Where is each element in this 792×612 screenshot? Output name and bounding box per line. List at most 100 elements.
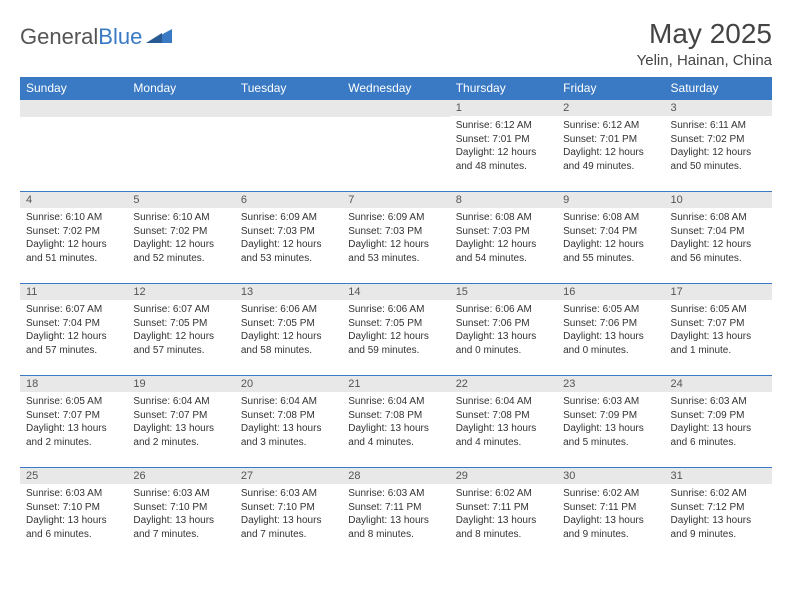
day-number: 29 <box>450 468 557 484</box>
day-number: 26 <box>127 468 234 484</box>
day-details: Sunrise: 6:04 AMSunset: 7:08 PMDaylight:… <box>235 392 342 452</box>
day-details: Sunrise: 6:05 AMSunset: 7:07 PMDaylight:… <box>665 300 772 360</box>
day-number: 25 <box>20 468 127 484</box>
day-line-ss: Sunset: 7:05 PM <box>241 317 336 331</box>
day-line-ss: Sunset: 7:02 PM <box>133 225 228 239</box>
day-line-ss: Sunset: 7:07 PM <box>26 409 121 423</box>
calendar-cell: 8Sunrise: 6:08 AMSunset: 7:03 PMDaylight… <box>450 192 557 284</box>
day-details: Sunrise: 6:06 AMSunset: 7:05 PMDaylight:… <box>342 300 449 360</box>
calendar-cell: 11Sunrise: 6:07 AMSunset: 7:04 PMDayligh… <box>20 284 127 376</box>
day-line-d2: and 7 minutes. <box>133 528 228 542</box>
day-details: Sunrise: 6:10 AMSunset: 7:02 PMDaylight:… <box>127 208 234 268</box>
day-line-d1: Daylight: 13 hours <box>563 422 658 436</box>
day-number: 22 <box>450 376 557 392</box>
day-line-ss: Sunset: 7:09 PM <box>563 409 658 423</box>
day-line-d2: and 6 minutes. <box>671 436 766 450</box>
calendar-week: 25 Sunrise: 6:03 AMSunset: 7:10 PMDayligh… <box>20 468 772 560</box>
day-line-sr: Sunrise: 6:02 AM <box>563 487 658 501</box>
calendar-cell: 18Sunrise: 6:05 AMSunset: 7:07 PMDayligh… <box>20 376 127 468</box>
day-number: 13 <box>235 284 342 300</box>
day-line-ss: Sunset: 7:11 PM <box>348 501 443 515</box>
calendar-cell: 16Sunrise: 6:05 AMSunset: 7:06 PMDayligh… <box>557 284 664 376</box>
day-number-empty <box>20 100 127 117</box>
day-number: 30 <box>557 468 664 484</box>
day-line-d2: and 55 minutes. <box>563 252 658 266</box>
day-line-d1: Daylight: 12 hours <box>241 330 336 344</box>
day-line-d2: and 59 minutes. <box>348 344 443 358</box>
day-number: 2 <box>557 100 664 116</box>
calendar-cell: 26Sunrise: 6:03 AMSunset: 7:10 PMDayligh… <box>127 468 234 560</box>
day-details: Sunrise: 6:08 AMSunset: 7:04 PMDaylight:… <box>557 208 664 268</box>
calendar-cell: 28Sunrise: 6:03 AMSunset: 7:11 PMDayligh… <box>342 468 449 560</box>
day-line-sr: Sunrise: 6:04 AM <box>456 395 551 409</box>
day-line-sr: Sunrise: 6:06 AM <box>241 303 336 317</box>
calendar-cell: 2Sunrise: 6:12 AMSunset: 7:01 PMDaylight… <box>557 100 664 192</box>
day-line-d1: Daylight: 13 hours <box>26 514 121 528</box>
day-details: Sunrise: 6:09 AMSunset: 7:03 PMDaylight:… <box>342 208 449 268</box>
day-details: Sunrise: 6:05 AMSunset: 7:07 PMDaylight:… <box>20 392 127 452</box>
day-line-sr: Sunrise: 6:04 AM <box>133 395 228 409</box>
calendar-cell: 6Sunrise: 6:09 AMSunset: 7:03 PMDaylight… <box>235 192 342 284</box>
day-line-ss: Sunset: 7:05 PM <box>348 317 443 331</box>
calendar-cell: 27Sunrise: 6:03 AMSunset: 7:10 PMDayligh… <box>235 468 342 560</box>
day-line-d1: Daylight: 13 hours <box>671 330 766 344</box>
day-details: Sunrise: 6:08 AMSunset: 7:04 PMDaylight:… <box>665 208 772 268</box>
day-line-d2: and 3 minutes. <box>241 436 336 450</box>
calendar-cell: 14Sunrise: 6:06 AMSunset: 7:05 PMDayligh… <box>342 284 449 376</box>
calendar-cell: 24Sunrise: 6:03 AMSunset: 7:09 PMDayligh… <box>665 376 772 468</box>
day-number: 3 <box>665 100 772 116</box>
calendar-cell: 30Sunrise: 6:02 AMSunset: 7:11 PMDayligh… <box>557 468 664 560</box>
day-details: Sunrise: 6:03 AMSunset: 7:10 PMDaylight:… <box>235 484 342 544</box>
day-line-d2: and 2 minutes. <box>133 436 228 450</box>
day-number: 18 <box>20 376 127 392</box>
day-number: 21 <box>342 376 449 392</box>
day-line-d2: and 4 minutes. <box>456 436 551 450</box>
day-number: 8 <box>450 192 557 208</box>
logo-text: GeneralBlue <box>20 24 142 50</box>
day-line-d1: Daylight: 12 hours <box>133 330 228 344</box>
day-line-sr: Sunrise: 6:07 AM <box>26 303 121 317</box>
day-line-sr: Sunrise: 6:05 AM <box>26 395 121 409</box>
calendar-cell: 21Sunrise: 6:04 AMSunset: 7:08 PMDayligh… <box>342 376 449 468</box>
calendar-cell: 17Sunrise: 6:05 AMSunset: 7:07 PMDayligh… <box>665 284 772 376</box>
day-details: Sunrise: 6:04 AMSunset: 7:08 PMDaylight:… <box>342 392 449 452</box>
day-line-ss: Sunset: 7:02 PM <box>671 133 766 147</box>
day-line-d1: Daylight: 12 hours <box>563 238 658 252</box>
calendar-cell: 10Sunrise: 6:08 AMSunset: 7:04 PMDayligh… <box>665 192 772 284</box>
day-line-d2: and 54 minutes. <box>456 252 551 266</box>
calendar-cell: 19Sunrise: 6:04 AMSunset: 7:07 PMDayligh… <box>127 376 234 468</box>
day-line-d2: and 8 minutes. <box>456 528 551 542</box>
day-details: Sunrise: 6:12 AMSunset: 7:01 PMDaylight:… <box>450 116 557 176</box>
day-line-d2: and 7 minutes. <box>241 528 336 542</box>
calendar-cell: 31Sunrise: 6:02 AMSunset: 7:12 PMDayligh… <box>665 468 772 560</box>
day-details: Sunrise: 6:11 AMSunset: 7:02 PMDaylight:… <box>665 116 772 176</box>
day-line-d1: Daylight: 12 hours <box>241 238 336 252</box>
day-details: Sunrise: 6:02 AMSunset: 7:12 PMDaylight:… <box>665 484 772 544</box>
day-line-sr: Sunrise: 6:03 AM <box>563 395 658 409</box>
calendar-cell: 4Sunrise: 6:10 AMSunset: 7:02 PMDaylight… <box>20 192 127 284</box>
day-line-ss: Sunset: 7:06 PM <box>456 317 551 331</box>
day-line-ss: Sunset: 7:08 PM <box>241 409 336 423</box>
day-line-sr: Sunrise: 6:02 AM <box>456 487 551 501</box>
day-line-ss: Sunset: 7:05 PM <box>133 317 228 331</box>
day-line-sr: Sunrise: 6:06 AM <box>348 303 443 317</box>
day-line-d1: Daylight: 13 hours <box>133 422 228 436</box>
day-line-d2: and 52 minutes. <box>133 252 228 266</box>
day-line-ss: Sunset: 7:04 PM <box>671 225 766 239</box>
header: GeneralBlue May 2025 Yelin, Hainan, Chin… <box>20 18 772 69</box>
day-details: Sunrise: 6:07 AMSunset: 7:05 PMDaylight:… <box>127 300 234 360</box>
title-block: May 2025 Yelin, Hainan, China <box>637 18 772 69</box>
day-line-d1: Daylight: 13 hours <box>26 422 121 436</box>
weekday-header: Wednesday <box>342 77 449 100</box>
calendar-cell: 9Sunrise: 6:08 AMSunset: 7:04 PMDaylight… <box>557 192 664 284</box>
day-line-sr: Sunrise: 6:04 AM <box>348 395 443 409</box>
day-line-sr: Sunrise: 6:10 AM <box>133 211 228 225</box>
day-details: Sunrise: 6:09 AMSunset: 7:03 PMDaylight:… <box>235 208 342 268</box>
day-line-ss: Sunset: 7:01 PM <box>563 133 658 147</box>
month-title: May 2025 <box>637 18 772 50</box>
day-line-sr: Sunrise: 6:07 AM <box>133 303 228 317</box>
day-line-ss: Sunset: 7:03 PM <box>456 225 551 239</box>
day-number: 16 <box>557 284 664 300</box>
calendar-table: SundayMondayTuesdayWednesdayThursdayFrid… <box>20 77 772 560</box>
calendar-week: 18Sunrise: 6:05 AMSunset: 7:07 PMDayligh… <box>20 376 772 468</box>
